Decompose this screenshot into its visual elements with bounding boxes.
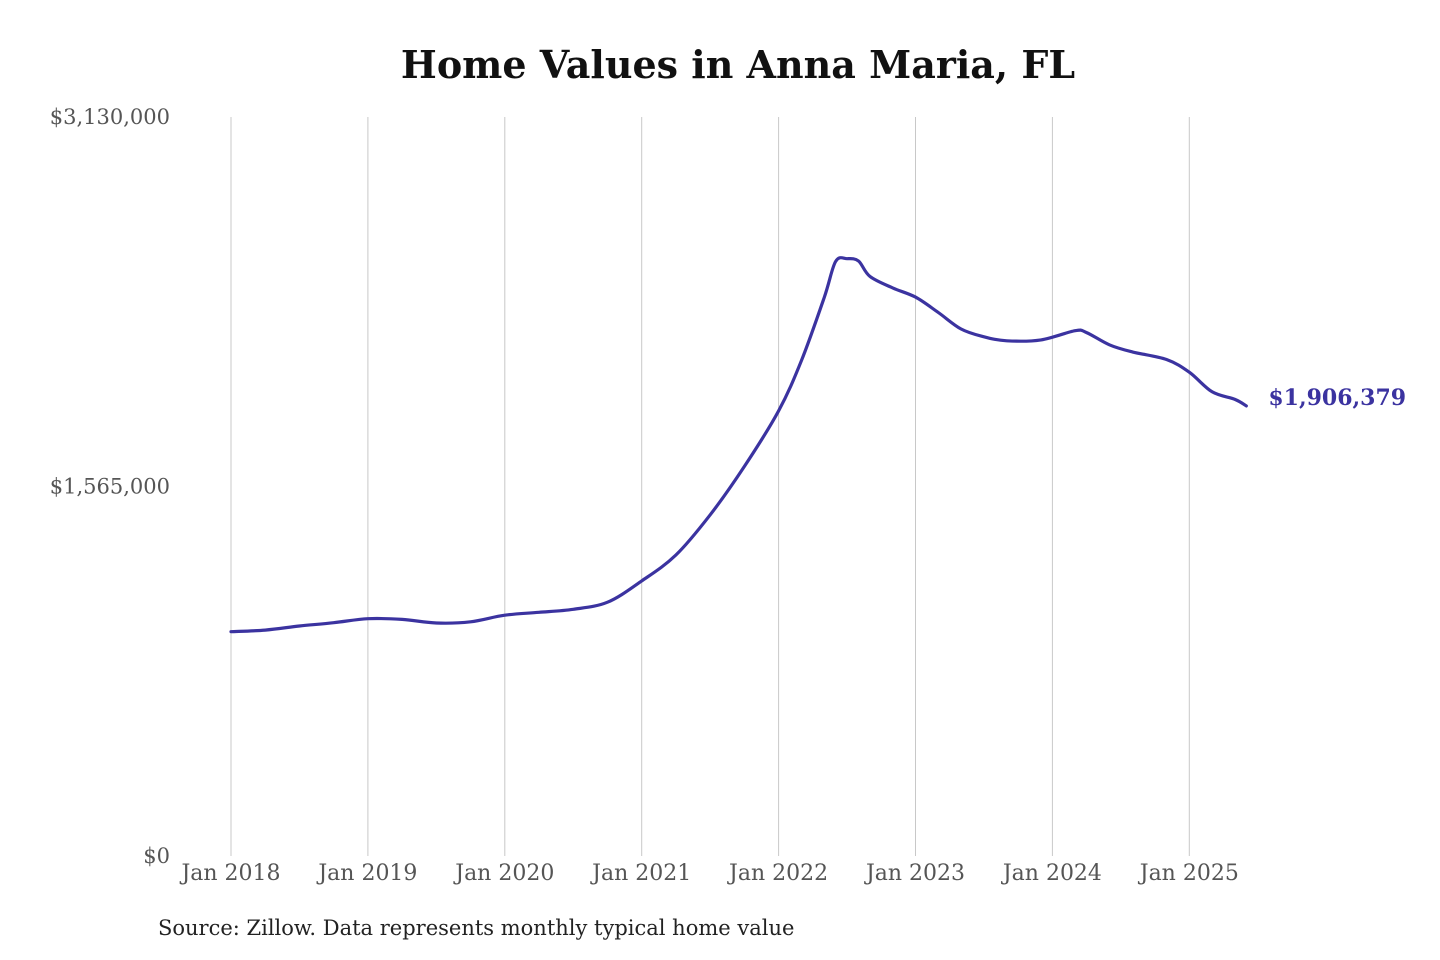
- series-line: [229, 256, 1248, 634]
- chart-title: Home Values in Anna Maria, FL: [400, 42, 1076, 87]
- series-layer: $1,906,379: [229, 256, 1406, 634]
- y-axis-labels: $0 $1,565,000 $3,130,000: [50, 105, 170, 868]
- x-tick-label: Jan 2018: [179, 861, 280, 886]
- end-value-label: $1,906,379: [1268, 385, 1406, 411]
- source-note: Source: Zillow. Data represents monthly …: [158, 916, 795, 940]
- x-tick-label: Jan 2025: [1138, 861, 1239, 886]
- y-tick-label: $3,130,000: [50, 105, 170, 129]
- x-tick-label: Jan 2021: [590, 861, 691, 886]
- x-axis-labels: Jan 2018 Jan 2019 Jan 2020 Jan 2021 Jan 2022…: [179, 861, 1238, 886]
- x-tick-label: Jan 2022: [727, 861, 828, 886]
- y-tick-label: $1,565,000: [50, 475, 170, 499]
- x-tick-label: Jan 2024: [1001, 861, 1102, 886]
- x-tick-label: Jan 2020: [453, 861, 554, 886]
- x-tick-label: Jan 2019: [316, 861, 417, 886]
- x-tick-label: Jan 2023: [864, 861, 965, 886]
- y-tick-label: $0: [143, 844, 170, 868]
- gridlines: [230, 117, 1190, 856]
